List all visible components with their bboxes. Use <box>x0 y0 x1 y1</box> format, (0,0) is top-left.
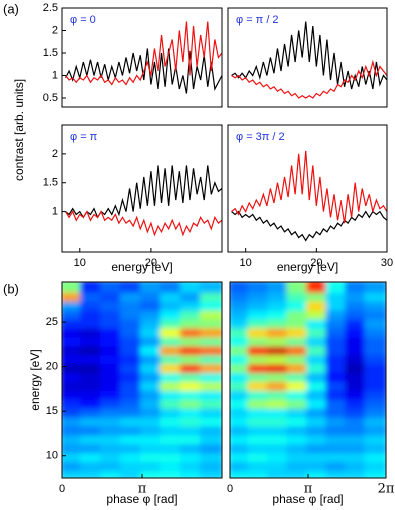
y-axis-label: contrast [arb. units] <box>12 79 26 181</box>
x-tick-label: 0 <box>59 483 65 495</box>
heatmap-cell <box>230 282 252 293</box>
plot-area <box>231 21 387 99</box>
y-tick-label: 15 <box>46 405 58 417</box>
heatmap-cell <box>266 282 291 293</box>
heatmap-cell <box>180 282 204 293</box>
plot-area <box>231 150 387 242</box>
data-line <box>231 21 387 90</box>
heatmap-cell <box>199 467 222 478</box>
heatmap-cell <box>266 467 291 478</box>
heatmap-cell <box>160 467 185 478</box>
y-tick-label: 25 <box>46 316 58 328</box>
x-tick-label: π <box>304 482 313 497</box>
data-line <box>65 21 222 86</box>
heatmap-cell <box>325 282 350 293</box>
x-tick-label: 10 <box>74 257 86 269</box>
heatmap-cell <box>230 467 252 478</box>
x-tick-label: 30 <box>381 257 393 269</box>
data-line <box>231 59 387 99</box>
annotation: φ = π / 2 <box>236 14 279 26</box>
x-tick-label: π <box>138 482 147 497</box>
x-tick-label: 2π <box>378 482 395 497</box>
heatmap-cell <box>247 467 271 478</box>
y-tick-label: 20 <box>46 361 58 373</box>
axes-frame <box>61 7 223 108</box>
heatmap-cell <box>120 282 144 293</box>
heatmap-cell <box>139 467 164 478</box>
heatmap-cell <box>80 467 104 478</box>
y-tick-label: 1 <box>52 205 58 217</box>
heatmap-cell <box>286 282 310 293</box>
heatmap-cell <box>305 467 330 478</box>
data-line <box>65 48 222 94</box>
y-tick-label: 2 <box>52 24 58 36</box>
plot-area <box>62 282 222 478</box>
heatmap-cell <box>286 467 310 478</box>
heatmap-cell <box>364 467 386 478</box>
heatmap-cell <box>99 282 124 293</box>
axes-frame <box>61 124 223 253</box>
plot-area <box>230 282 386 478</box>
heatmap-cell <box>345 467 369 478</box>
y-axis-label: energy [eV] <box>28 349 42 410</box>
y-tick-label: 2 <box>52 148 58 160</box>
data-line <box>65 165 222 219</box>
x-axis-label: phase φ [rad] <box>106 492 177 506</box>
heatmap-cell <box>180 467 204 478</box>
heatmap-cell <box>199 282 222 293</box>
heatmap-cell <box>160 282 185 293</box>
x-tick-label: 0 <box>227 483 233 495</box>
x-axis-label: energy [eV] <box>111 260 172 274</box>
annotation: φ = 3π / 2 <box>236 131 285 143</box>
plot-area <box>65 21 222 94</box>
heatmap-cell <box>120 467 144 478</box>
y-tick-label: 10 <box>46 450 58 462</box>
annotation: φ = 0 <box>70 14 96 26</box>
y-tick-label: 1 <box>52 69 58 81</box>
x-axis-label: phase φ [rad] <box>272 492 343 506</box>
panel-label: (b) <box>3 281 19 296</box>
y-tick-label: 2.5 <box>43 2 58 14</box>
x-tick-label: 20 <box>310 257 322 269</box>
heatmap-cell <box>62 467 85 478</box>
x-axis-label: energy [eV] <box>277 260 338 274</box>
plot-area <box>65 165 222 237</box>
y-tick-label: 0.5 <box>43 92 58 104</box>
heatmap-cell <box>99 467 124 478</box>
annotation: φ = π <box>70 131 98 143</box>
data-line <box>231 210 387 242</box>
heatmap-cell <box>139 282 164 293</box>
y-tick-label: 1.5 <box>43 177 58 189</box>
heatmap-cell <box>62 282 85 293</box>
x-tick-label: 20 <box>145 257 157 269</box>
panel-label: (a) <box>3 1 19 16</box>
heatmap-cell <box>80 282 104 293</box>
data-line <box>65 210 222 237</box>
heatmap-cell <box>345 282 369 293</box>
heatmap-cell <box>364 282 386 293</box>
heatmap-cells <box>62 282 222 478</box>
axes-frame <box>227 124 388 253</box>
y-tick-label: 1.5 <box>43 47 58 59</box>
x-tick-label: 10 <box>240 257 252 269</box>
heatmap-cell <box>305 282 330 293</box>
data-line <box>231 150 387 224</box>
heatmap-cell <box>325 467 350 478</box>
axes-frame <box>227 7 388 108</box>
heatmap-cell <box>247 282 271 293</box>
heatmap-cells <box>230 282 386 478</box>
